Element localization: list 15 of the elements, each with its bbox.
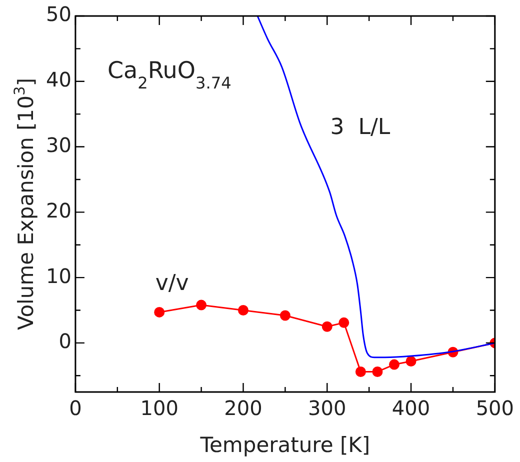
- y-tick-label: 0: [58, 329, 72, 354]
- y-tick-label: 40: [46, 68, 72, 92]
- x-tick-label: 300: [308, 396, 346, 420]
- x-tick-label: 500: [476, 396, 514, 420]
- series-label: v/v: [155, 271, 189, 296]
- x-axis-title: Temperature [K]: [199, 433, 370, 457]
- y-tick-label: 20: [46, 198, 72, 222]
- y-tick-label: 30: [46, 132, 72, 157]
- x-tick-label: 400: [392, 396, 430, 420]
- series-label: 3 L/L: [330, 114, 391, 140]
- x-tick-label: 200: [224, 396, 262, 420]
- y-tick-label: 10: [46, 264, 72, 288]
- y-tick-label: 50: [46, 2, 72, 26]
- x-tick-label: 100: [140, 396, 178, 420]
- y-axis-title: Volume Expansion [103]: [12, 78, 38, 330]
